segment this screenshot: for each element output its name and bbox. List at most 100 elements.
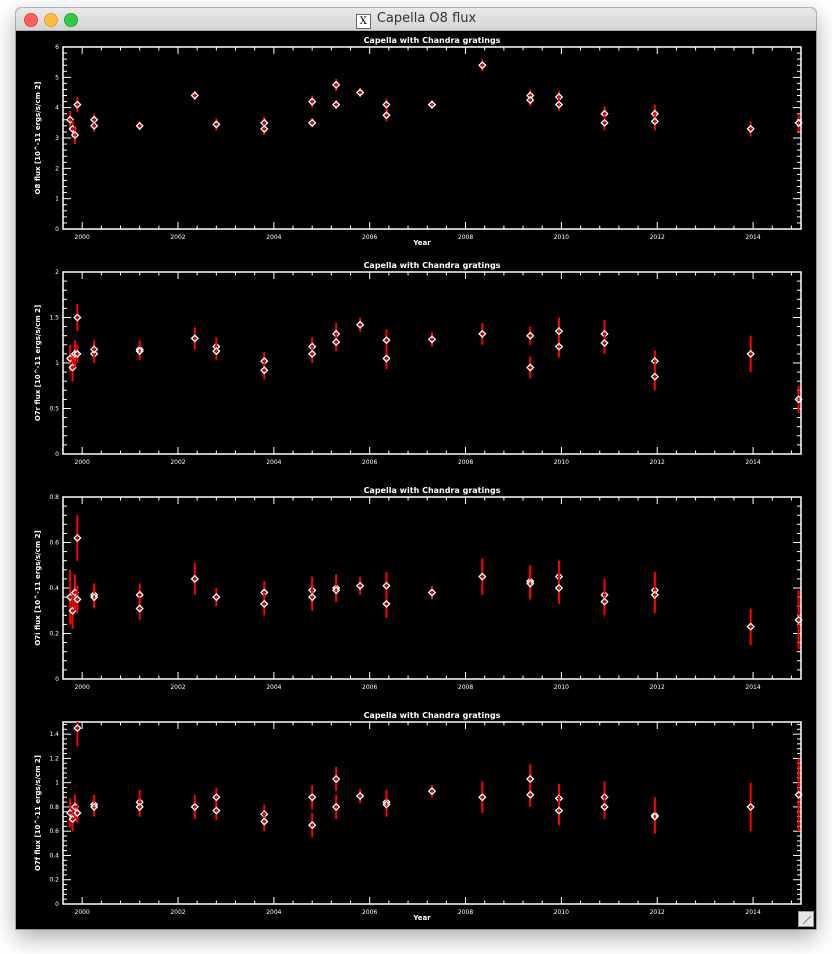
- panel-2-y-tick-label: 2: [55, 269, 59, 276]
- panel-1-data-point: [427, 100, 437, 109]
- panel-1-data-point: [794, 118, 803, 127]
- panel-1-y-tick-label: 6: [55, 44, 59, 51]
- panel-4-data-point: [212, 793, 221, 802]
- panel-4-data-point: [478, 793, 487, 802]
- panel-1-title: Capella with Chandra gratings: [364, 36, 501, 45]
- panel-3-x-tick-label: 2004: [266, 684, 281, 691]
- panel-2-data-point: [526, 331, 535, 340]
- panel-4-data-point: [332, 802, 341, 812]
- panel-2-x-tick-label: 2004: [266, 459, 281, 466]
- zoom-window-button[interactable]: [64, 13, 78, 27]
- panel-1-data-point: [382, 111, 391, 120]
- panel-4-data-point: [73, 723, 82, 733]
- panel-3-data-point: [355, 581, 365, 590]
- x11-icon: X: [355, 14, 371, 29]
- panel-3-data-point: [73, 595, 82, 604]
- panel-4-data-point: [427, 787, 437, 796]
- panel-3-x-tick-label: 2002: [170, 684, 185, 691]
- panel-4-y-tick-label: 1: [55, 780, 59, 787]
- panel-4-x-tick-label: 2012: [650, 909, 665, 916]
- panel-4-data-point: [382, 800, 391, 809]
- panel-3-data-point: [526, 579, 535, 588]
- panel-3-data-point: [746, 622, 755, 631]
- panel-4-y-tick-label: 0.6: [49, 828, 59, 835]
- panel-3-ylabel: O7i flux [10^-11 ergs/s/cm 2]: [34, 530, 42, 645]
- panel-2-x-tick-label: 2002: [170, 459, 185, 466]
- panel-3-data-point: [427, 588, 437, 597]
- panel-4-data-point: [90, 802, 99, 812]
- panel-2-y-tick-label: 0.5: [49, 406, 59, 413]
- panel-2-y-tick-label: 1.5: [49, 315, 59, 322]
- panel-2-title: Capella with Chandra gratings: [364, 261, 501, 270]
- panel-4-x-tick-label: 2004: [266, 909, 281, 916]
- panel-3-data-point: [190, 574, 199, 584]
- panel-1-x-tick-label: 2004: [266, 234, 281, 241]
- close-window-button[interactable]: [24, 13, 38, 27]
- panel-3-x-tick-label: 2006: [362, 684, 377, 691]
- minimize-window-button[interactable]: [44, 13, 58, 27]
- panel-1-data-point: [478, 61, 487, 70]
- panel-3-y-tick-label: 0.4: [49, 585, 59, 592]
- panel-2-x-tick-label: 2010: [554, 459, 569, 466]
- panel-1-data-point: [212, 120, 221, 129]
- panel-1-ylabel: O8 flux [10^-11 ergs/s/cm 2]: [34, 82, 42, 195]
- panel-1-y-tick-label: 1: [55, 196, 59, 203]
- panel-1-x-tick-label: 2012: [650, 234, 665, 241]
- panel-1-x-tick-label: 2000: [75, 234, 90, 241]
- panel-1-x-tick-label: 2008: [458, 234, 473, 241]
- panel-4-data-point: [190, 802, 199, 812]
- x11-window: X Capella O8 flux Capella with Chandra gr…: [16, 8, 816, 929]
- panel-4-data-point: [600, 802, 609, 812]
- panel-2-data-point: [650, 372, 659, 381]
- panel-3-data-point: [260, 599, 269, 609]
- panel-1-x-tick-label: 2010: [554, 234, 569, 241]
- panel-2-data-point: [746, 349, 755, 359]
- panel-4-x-tick-label: 2008: [458, 909, 473, 916]
- panel-3-y-tick-label: 0.8: [49, 494, 59, 501]
- panel-4-data-point: [526, 774, 535, 784]
- panel-3-x-tick-label: 2010: [554, 684, 569, 691]
- panel-4-y-tick-label: 0.2: [49, 877, 59, 884]
- panel-4-data-point: [554, 806, 564, 815]
- panel-4-data-point: [794, 790, 803, 799]
- panel-2-data-point: [427, 335, 437, 344]
- panel-2-ylabel: O7r flux [10^-11 ergs/s/cm 2]: [34, 305, 42, 421]
- panel-4-data-point: [212, 806, 221, 815]
- panel-4-y-tick-label: 0.8: [49, 804, 59, 811]
- panel-4-x-tick-label: 2002: [170, 909, 185, 916]
- panel-2-x-tick-label: 2006: [362, 459, 377, 466]
- panel-2-data-point: [73, 349, 82, 359]
- panel-1-y-tick-label: 2: [55, 165, 59, 172]
- window-titlebar[interactable]: X Capella O8 flux: [16, 8, 816, 31]
- panel-1-data-point: [66, 115, 75, 124]
- panel-3-data-point: [212, 592, 221, 602]
- panel-4-x-tick-label: 2014: [745, 909, 760, 916]
- panel-3-data-point: [73, 533, 82, 543]
- panel-3-y-tick-label: 0.2: [49, 631, 59, 638]
- panel-3-x-tick-label: 2000: [75, 684, 90, 691]
- panel-4-xlabel: Year: [412, 914, 431, 922]
- panel-4-data-point: [308, 793, 317, 802]
- panel-4-data-point: [73, 808, 82, 818]
- panel-3-data-point: [600, 597, 609, 606]
- plot-canvas: Capella with Chandra gratings O8 flux [10…: [16, 31, 816, 929]
- resize-grip-icon[interactable]: [798, 911, 814, 927]
- panel-3-data-point: [478, 572, 487, 581]
- panel-3-x-tick-label: 2014: [745, 684, 760, 691]
- panel-1-data-point: [73, 100, 82, 109]
- panel-2-x-tick-label: 2000: [75, 459, 90, 466]
- panel-4-y-tick-label: 0: [55, 901, 59, 908]
- panel-3-data-point: [308, 592, 317, 602]
- panel-2-data-point: [600, 338, 609, 348]
- panel-2-data-point: [73, 313, 82, 322]
- panel-1-xlabel: Year: [412, 239, 431, 247]
- panel-1-data-point: [190, 91, 199, 100]
- panel-1-data-point: [554, 100, 564, 109]
- panel-2-data-point: [308, 349, 317, 359]
- panel-4-x-tick-label: 2006: [362, 909, 377, 916]
- panel-1-y-tick-label: 3: [55, 135, 59, 142]
- panel-3-x-tick-label: 2008: [458, 684, 473, 691]
- panel-4-data-point: [260, 817, 269, 826]
- panel-4-y-tick-label: 0.4: [49, 852, 59, 859]
- panel-4-data-point: [526, 790, 535, 799]
